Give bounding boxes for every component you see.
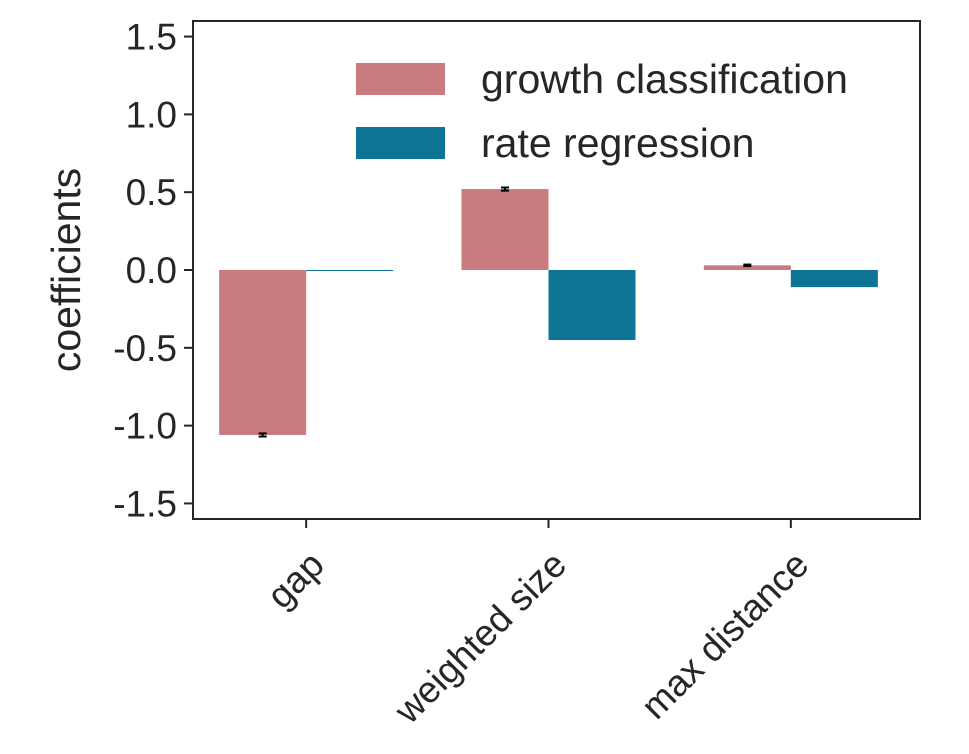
legend-label-0: growth classification [481, 56, 848, 102]
legend-label-1: rate regression [481, 120, 754, 166]
x-tick-label: weighted size [386, 544, 574, 732]
y-tick-label: -1.5 [113, 483, 177, 524]
y-axis: 1.5 1.0 0.5 0.0 -0.5 -1.0 -1.5 [113, 17, 193, 524]
y-tick-label: 0.5 [126, 172, 177, 213]
bar-rate-regression-1 [548, 270, 636, 341]
bar-rate-regression-0 [306, 270, 394, 271]
y-tick-label: 1.5 [126, 17, 177, 58]
error-bars-group [258, 186, 752, 438]
legend: growth classification rate regression [356, 56, 848, 166]
y-tick-label: 0.0 [126, 250, 177, 291]
bar-growth-classification-0 [219, 270, 307, 435]
bar-growth-classification-1 [461, 189, 549, 270]
x-axis: gap weighted size max distance [259, 519, 816, 732]
y-tick-label: -0.5 [113, 328, 177, 369]
bar-growth-classification-2 [703, 265, 791, 270]
y-axis-label: coefficients [43, 168, 89, 372]
bars-group [219, 189, 878, 435]
y-tick-label: -1.0 [113, 406, 177, 447]
legend-swatch-0 [356, 63, 445, 95]
x-tick-label: gap [259, 544, 332, 617]
bar-rate-regression-2 [790, 270, 878, 288]
y-tick-label: 1.0 [126, 94, 177, 135]
x-tick-label: max distance [633, 544, 816, 727]
legend-swatch-1 [356, 127, 445, 159]
